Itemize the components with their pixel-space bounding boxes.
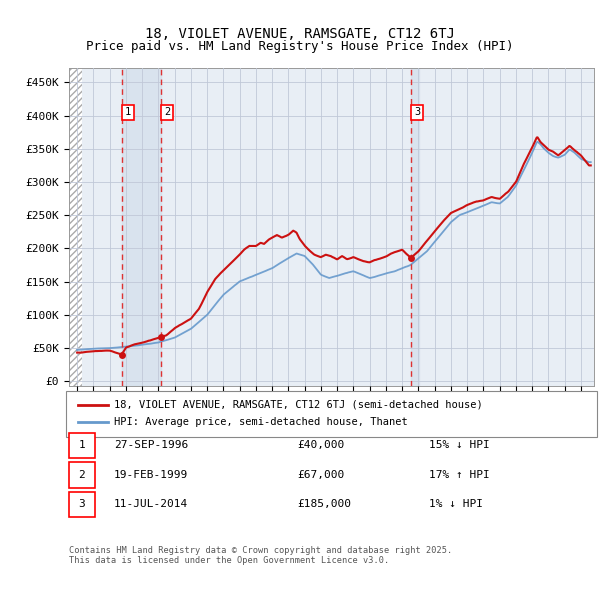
Text: Contains HM Land Registry data © Crown copyright and database right 2025.
This d: Contains HM Land Registry data © Crown c… — [69, 546, 452, 565]
Text: 1: 1 — [79, 441, 85, 450]
Text: 3: 3 — [79, 500, 85, 509]
Bar — [122, 68, 161, 386]
Text: 15% ↓ HPI: 15% ↓ HPI — [429, 441, 490, 450]
Text: 19-FEB-1999: 19-FEB-1999 — [114, 470, 188, 480]
Text: 2: 2 — [164, 107, 170, 117]
Text: £67,000: £67,000 — [297, 470, 344, 480]
Text: 2: 2 — [79, 470, 85, 480]
Bar — [69, 68, 82, 386]
Text: £40,000: £40,000 — [297, 441, 344, 450]
Text: 1% ↓ HPI: 1% ↓ HPI — [429, 500, 483, 509]
Text: 11-JUL-2014: 11-JUL-2014 — [114, 500, 188, 509]
Text: Price paid vs. HM Land Registry's House Price Index (HPI): Price paid vs. HM Land Registry's House … — [86, 40, 514, 53]
Text: 1: 1 — [125, 107, 131, 117]
Text: £185,000: £185,000 — [297, 500, 351, 509]
Text: 17% ↑ HPI: 17% ↑ HPI — [429, 470, 490, 480]
Bar — [411, 68, 419, 386]
Text: 27-SEP-1996: 27-SEP-1996 — [114, 441, 188, 450]
Text: 18, VIOLET AVENUE, RAMSGATE, CT12 6TJ (semi-detached house): 18, VIOLET AVENUE, RAMSGATE, CT12 6TJ (s… — [114, 400, 483, 410]
Text: HPI: Average price, semi-detached house, Thanet: HPI: Average price, semi-detached house,… — [114, 417, 408, 427]
Text: 3: 3 — [414, 107, 421, 117]
Text: 18, VIOLET AVENUE, RAMSGATE, CT12 6TJ: 18, VIOLET AVENUE, RAMSGATE, CT12 6TJ — [145, 27, 455, 41]
